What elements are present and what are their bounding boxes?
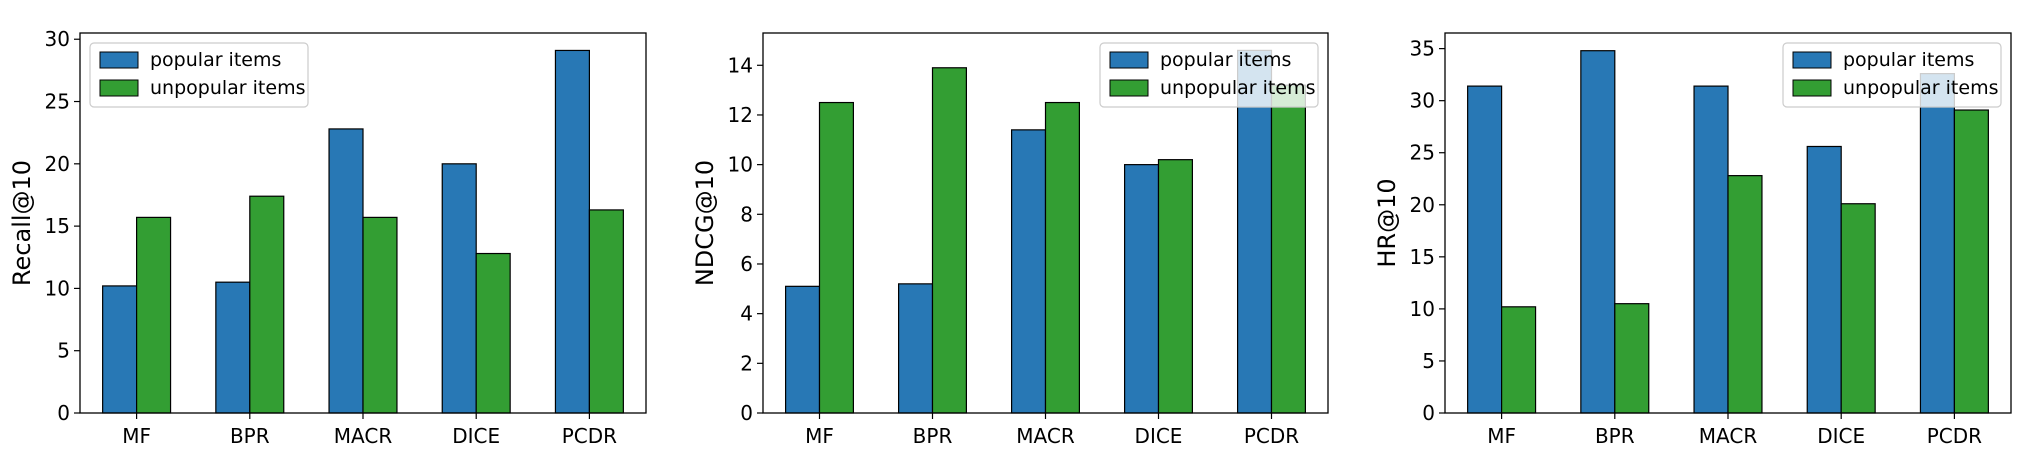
y-tick-label: 6 bbox=[740, 252, 753, 276]
y-tick-label: 10 bbox=[45, 276, 70, 300]
y-tick-label: 5 bbox=[1422, 349, 1435, 373]
chart-panel-2: 0 2 4 6 8 10 12 14 MF BPR MACR DICE PCDR NDCG@10 popul… bbox=[691, 32, 1329, 448]
bar-popular-bpr bbox=[897, 283, 934, 414]
bar-popular-pcdr bbox=[554, 49, 591, 414]
x-tick-label: BPR bbox=[913, 424, 953, 448]
bar-unpopular-mf bbox=[136, 216, 172, 414]
legend-label-unpopular: unpopular items bbox=[1160, 77, 1315, 99]
legend-label-popular: popular items bbox=[1843, 49, 1974, 71]
legend-label-unpopular: unpopular items bbox=[1843, 77, 1998, 99]
y-axis-label: HR@10 bbox=[1373, 178, 1401, 267]
y-axis-label: NDCG@10 bbox=[691, 160, 719, 286]
bar-unpopular-dice bbox=[1157, 159, 1194, 414]
bar-unpopular-pcdr bbox=[1270, 84, 1307, 414]
y-tick-label: 30 bbox=[45, 27, 70, 51]
x-tick-label: DICE bbox=[1135, 424, 1183, 448]
x-tick-label: BPR bbox=[1595, 424, 1635, 448]
bar-popular-macr bbox=[328, 128, 364, 414]
y-tick-label: 10 bbox=[1410, 297, 1435, 321]
legend-label-popular: popular items bbox=[150, 49, 281, 71]
legend: popular items unpopular items bbox=[1782, 42, 2002, 108]
bar-unpopular-pcdr bbox=[1953, 109, 1989, 414]
legend-box bbox=[1099, 42, 1319, 108]
y-axis-label: Recall@10 bbox=[8, 160, 36, 286]
legend: popular items unpopular items bbox=[1099, 42, 1319, 108]
y-tick-label: 4 bbox=[740, 302, 753, 326]
bar-popular-pcdr bbox=[1919, 72, 1955, 414]
bar-popular-mf bbox=[102, 285, 138, 414]
bar-unpopular-macr bbox=[362, 216, 398, 414]
bar-popular-dice bbox=[1123, 164, 1160, 414]
y-tick-label: 20 bbox=[45, 152, 70, 176]
bar-popular-mf bbox=[1467, 85, 1503, 414]
y-tick-label: 8 bbox=[740, 202, 753, 226]
y-tick-label: 10 bbox=[728, 153, 753, 177]
legend-box bbox=[1782, 42, 2002, 108]
bar-popular-dice bbox=[441, 163, 477, 414]
x-tick-label: DICE bbox=[452, 424, 500, 448]
bar-unpopular-mf bbox=[1500, 306, 1537, 414]
bar-unpopular-pcdr bbox=[588, 209, 624, 414]
bar-unpopular-dice bbox=[475, 252, 511, 414]
legend-swatch-popular bbox=[1792, 51, 1832, 69]
chart-panel-3: 0 5 10 15 20 25 30 35 MF BPR MACR DICE PCDR HR@10 popu… bbox=[1373, 32, 2012, 448]
legend-swatch-popular bbox=[1109, 51, 1149, 69]
legend-box bbox=[89, 42, 309, 108]
legend-swatch-unpopular bbox=[99, 79, 139, 97]
y-tick-label: 0 bbox=[1422, 401, 1435, 425]
bar-popular-dice bbox=[1806, 145, 1842, 414]
chart-panel-1: 0 5 10 15 20 25 30 MF BPR MACR DICE PCDR Recall@10 po… bbox=[8, 27, 647, 448]
y-tick-label: 2 bbox=[740, 351, 753, 375]
y-tick-label: 30 bbox=[1410, 89, 1435, 113]
x-tick-label: MACR bbox=[1699, 424, 1758, 448]
bar-popular-macr bbox=[1010, 129, 1047, 414]
bar-popular-macr bbox=[1693, 85, 1729, 414]
y-tick-label: 12 bbox=[728, 103, 753, 127]
bar-unpopular-mf bbox=[818, 101, 855, 414]
x-tick-label: MF bbox=[122, 424, 151, 448]
y-tick-label: 25 bbox=[45, 90, 70, 114]
bar-popular-bpr bbox=[1580, 50, 1616, 414]
legend-swatch-unpopular bbox=[1792, 79, 1832, 97]
x-tick-label: MF bbox=[805, 424, 834, 448]
legend-swatch-popular bbox=[99, 51, 139, 69]
x-tick-label: DICE bbox=[1817, 424, 1865, 448]
y-tick-label: 0 bbox=[57, 401, 70, 425]
y-tick-label: 5 bbox=[57, 339, 70, 363]
bar-unpopular-bpr bbox=[931, 67, 968, 414]
x-tick-label: PCDR bbox=[562, 424, 617, 448]
x-tick-label: MACR bbox=[334, 424, 393, 448]
legend-label-unpopular: unpopular items bbox=[150, 77, 305, 99]
bar-popular-mf bbox=[784, 285, 821, 414]
y-tick-label: 25 bbox=[1410, 141, 1435, 165]
bar-unpopular-macr bbox=[1044, 101, 1081, 414]
bar-unpopular-bpr bbox=[249, 195, 285, 414]
x-tick-label: BPR bbox=[230, 424, 270, 448]
legend-label-popular: popular items bbox=[1160, 49, 1291, 71]
x-tick-label: PCDR bbox=[1244, 424, 1299, 448]
y-tick-label: 35 bbox=[1410, 37, 1435, 61]
x-tick-label: MF bbox=[1487, 424, 1516, 448]
x-tick-label: PCDR bbox=[1927, 424, 1982, 448]
legend: popular items unpopular items bbox=[89, 42, 309, 108]
y-tick-label: 14 bbox=[728, 53, 753, 77]
y-tick-label: 15 bbox=[45, 214, 70, 238]
y-tick-label: 0 bbox=[740, 401, 753, 425]
y-tick-label: 20 bbox=[1410, 193, 1435, 217]
bar-unpopular-macr bbox=[1727, 175, 1763, 414]
x-tick-label: MACR bbox=[1016, 424, 1075, 448]
legend-swatch-unpopular bbox=[1109, 79, 1149, 97]
bar-popular-bpr bbox=[215, 281, 251, 414]
bar-unpopular-bpr bbox=[1614, 303, 1650, 414]
y-tick-label: 15 bbox=[1410, 245, 1435, 269]
bar-unpopular-dice bbox=[1840, 203, 1876, 414]
